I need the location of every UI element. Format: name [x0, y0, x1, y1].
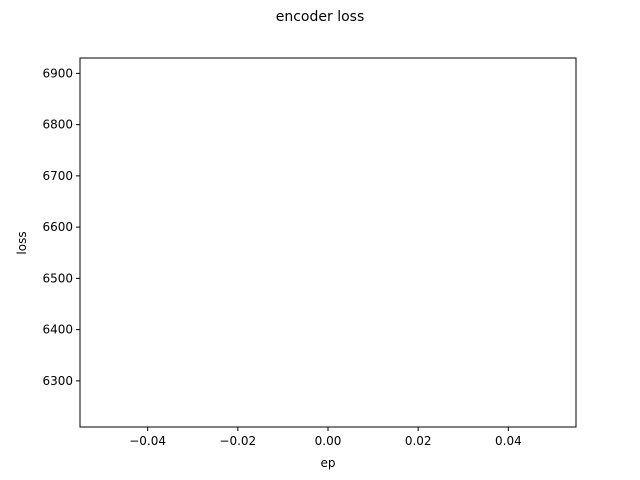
x-tick-label: −0.02: [219, 434, 256, 448]
y-tick-label: 6800: [42, 118, 73, 132]
y-axis-ticks: 6300 6400 6500 6600 6700 6800 6900: [42, 66, 80, 388]
y-axis-label: loss: [15, 231, 29, 254]
x-tick-label: 0.00: [315, 434, 342, 448]
x-tick-label: 0.02: [405, 434, 432, 448]
chart-title: encoder loss: [276, 9, 365, 25]
x-axis-label: ep: [321, 456, 336, 470]
plot-area-frame: [79, 57, 577, 428]
y-tick-label: 6400: [42, 323, 73, 337]
y-tick-label: 6900: [42, 66, 73, 80]
y-tick-label: 6700: [42, 169, 73, 183]
y-tick-label: 6300: [42, 374, 73, 388]
x-tick-label: −0.04: [129, 434, 166, 448]
y-tick-label: 6500: [42, 271, 73, 285]
x-tick-label: 0.04: [495, 434, 522, 448]
x-axis-ticks: −0.04 −0.02 0.00 0.02 0.04: [129, 427, 522, 448]
y-tick-label: 6600: [42, 220, 73, 234]
